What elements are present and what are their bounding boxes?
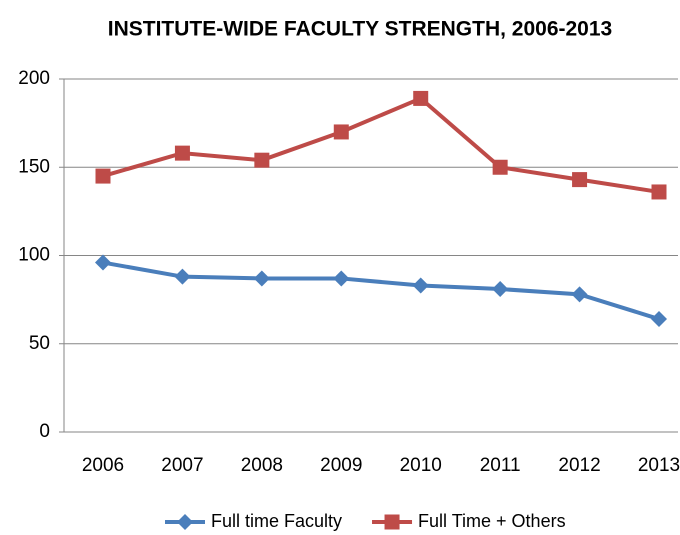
x-tick-label: 2006 [82,455,124,476]
marker [254,152,270,168]
x-tick-label: 2012 [558,455,600,476]
series-line [102,96,660,194]
x-tick-label: 2007 [161,455,203,476]
chart-title: INSTITUTE-WIDE FACULTY STRENGTH, 2006-20… [108,18,612,41]
marker [333,270,350,287]
marker [412,277,429,294]
marker [651,311,667,328]
y-tick-label: 150 [18,156,50,177]
marker [571,286,588,303]
marker [95,168,111,184]
x-tick-label: 2009 [320,455,362,476]
y-tick-label: 200 [18,68,50,89]
x-tick-label: 2011 [480,455,521,476]
legend-label: Full Time + Others [418,511,566,531]
marker [177,514,193,530]
x-tick-label: 2010 [400,455,442,476]
marker [572,172,588,188]
marker [384,514,400,530]
x-tick-label: 2008 [241,455,283,476]
marker [413,90,429,106]
marker [95,254,111,271]
marker [651,184,667,200]
y-tick-label: 50 [29,333,50,354]
marker [492,281,509,298]
y-tick-label: 0 [39,421,50,442]
marker [174,145,190,161]
marker [333,124,349,140]
marker [174,268,191,285]
marker [492,159,508,175]
y-tick-label: 100 [18,245,50,266]
legend-label: Full time Faculty [211,511,342,531]
series-line [102,260,660,321]
x-tick-label: 2013 [638,455,680,476]
marker [253,270,270,287]
